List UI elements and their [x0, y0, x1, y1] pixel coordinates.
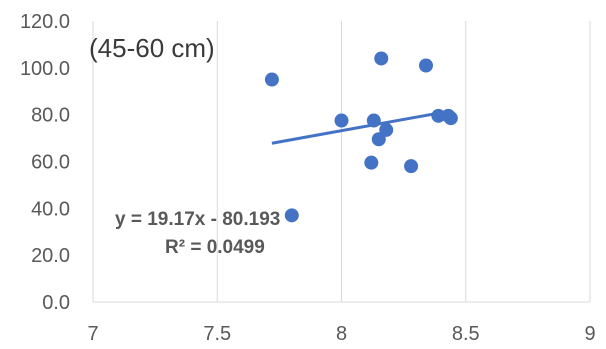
data-points [264, 51, 458, 223]
data-point [284, 208, 299, 223]
y-tick-label: 0.0 [42, 292, 70, 314]
x-tick-labels: 7 7.5 8 8.5 9 [87, 323, 595, 345]
trendline-group [271, 109, 452, 145]
y-tick-label: 20.0 [31, 245, 70, 267]
gridlines [92, 21, 591, 302]
data-point [364, 155, 379, 170]
trendline [271, 109, 452, 145]
y-tick-label: 80.0 [31, 105, 70, 127]
x-tick-label: 7 [87, 323, 98, 345]
data-point [374, 51, 389, 66]
y-tick-labels: 0.0 20.0 40.0 60.0 80.0 100.0 120.0 [20, 11, 70, 314]
chart-annotation: (45-60 cm) [89, 33, 215, 63]
trendline-equation: y = 19.17x - 80.193 [115, 209, 280, 230]
data-point [379, 122, 394, 137]
x-tick-label: 7.5 [203, 323, 231, 345]
data-point [264, 72, 279, 87]
data-point [334, 113, 349, 128]
data-point [418, 58, 433, 73]
y-tick-label: 60.0 [31, 152, 70, 174]
data-point [371, 132, 386, 147]
data-point [431, 108, 446, 123]
y-tick-label: 120.0 [20, 11, 70, 33]
y-tick-label: 40.0 [31, 198, 70, 220]
y-tick-label: 100.0 [20, 58, 70, 80]
trendline-r-squared: R² = 0.0499 [165, 237, 265, 258]
x-tick-label: 8.5 [452, 323, 480, 345]
data-point [366, 113, 381, 128]
x-tick-label: 8 [336, 323, 347, 345]
data-point [404, 159, 419, 174]
data-point [443, 111, 458, 126]
x-tick-label: 9 [584, 323, 595, 345]
